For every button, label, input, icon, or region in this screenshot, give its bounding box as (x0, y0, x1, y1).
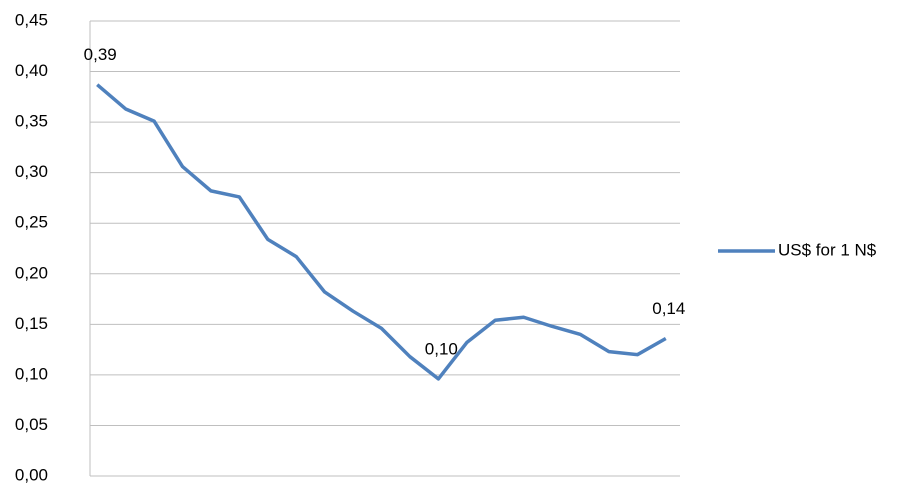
y-tick-label: 0,35 (15, 112, 48, 131)
data-label: 0,39 (84, 45, 117, 64)
y-tick-label: 0,25 (15, 213, 48, 232)
y-tick-label: 0,05 (15, 415, 48, 434)
y-tick-label: 0,40 (15, 61, 48, 80)
y-tick-label: 0,30 (15, 162, 48, 181)
data-label: 0,14 (652, 299, 685, 318)
legend-label: US$ for 1 N$ (778, 240, 877, 259)
y-tick-label: 0,10 (15, 364, 48, 383)
y-tick-label: 0,45 (15, 10, 48, 29)
y-tick-label: 0,00 (15, 465, 48, 484)
y-tick-label: 0,20 (15, 263, 48, 282)
series-line (96, 83, 667, 381)
y-tick-label: 0,15 (15, 314, 48, 333)
data-label: 0,10 (425, 339, 458, 358)
